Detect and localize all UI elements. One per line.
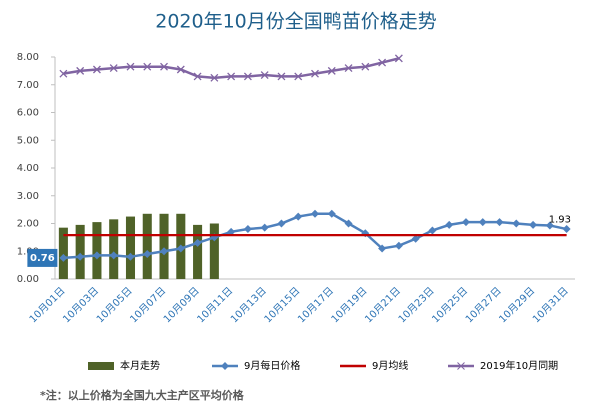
marker bbox=[394, 54, 403, 63]
marker bbox=[545, 221, 554, 230]
marker bbox=[92, 65, 101, 74]
bar bbox=[92, 222, 102, 279]
legend-label: 9月每日价格 bbox=[244, 359, 300, 372]
marker bbox=[176, 65, 185, 74]
marker bbox=[378, 244, 387, 253]
marker bbox=[243, 225, 252, 234]
bar bbox=[58, 227, 68, 279]
x-tick-label: 10月09日 bbox=[161, 285, 202, 326]
marker bbox=[92, 251, 101, 260]
marker bbox=[344, 64, 353, 73]
bar bbox=[193, 224, 203, 279]
x-tick-label: 10月25日 bbox=[430, 285, 471, 326]
marker bbox=[59, 253, 68, 262]
marker bbox=[327, 209, 336, 218]
marker bbox=[361, 62, 370, 71]
x-tick-label: 10月03日 bbox=[61, 285, 102, 326]
marker bbox=[143, 250, 152, 259]
marker bbox=[193, 238, 202, 247]
marker bbox=[495, 218, 504, 227]
x-tick-label: 10月19日 bbox=[329, 285, 370, 326]
bar bbox=[142, 213, 152, 279]
legend-label: 2019年10月同期 bbox=[480, 359, 558, 372]
chart-title: 2020年10月份全国鸭苗价格走势 bbox=[155, 11, 437, 33]
marker bbox=[294, 212, 303, 221]
y-tick-label: 0.00 bbox=[17, 274, 39, 285]
marker bbox=[109, 251, 118, 260]
marker bbox=[411, 234, 420, 243]
marker bbox=[428, 226, 437, 235]
marker bbox=[243, 72, 252, 81]
marker bbox=[176, 244, 185, 253]
marker bbox=[327, 66, 336, 75]
marker bbox=[109, 64, 118, 73]
bar bbox=[109, 219, 119, 279]
marker bbox=[311, 69, 319, 78]
y-tick-label: 4.00 bbox=[17, 163, 39, 174]
marker bbox=[277, 219, 286, 228]
legend-label: 9月均线 bbox=[372, 359, 408, 372]
marker bbox=[529, 220, 538, 229]
marker bbox=[260, 71, 269, 79]
legend-marker bbox=[457, 362, 465, 370]
marker bbox=[193, 72, 202, 81]
bar bbox=[159, 213, 169, 279]
marker bbox=[227, 72, 236, 81]
legend-marker bbox=[221, 362, 229, 370]
data-label-box bbox=[27, 248, 58, 267]
x-tick-label: 10月15日 bbox=[262, 285, 303, 326]
y-tick-label: 7.00 bbox=[17, 80, 39, 91]
marker bbox=[160, 62, 168, 71]
marker bbox=[378, 58, 387, 67]
x-tick-label: 10月17日 bbox=[295, 285, 336, 326]
marker bbox=[344, 219, 353, 228]
marker bbox=[76, 66, 85, 75]
x-tick-label: 10月23日 bbox=[396, 285, 437, 326]
x-tick-label: 10月31日 bbox=[530, 285, 571, 326]
marker bbox=[59, 69, 68, 78]
x-tick-label: 10月07日 bbox=[128, 285, 169, 326]
marker bbox=[512, 219, 521, 228]
marker bbox=[160, 247, 169, 256]
y-tick-label: 5.00 bbox=[17, 135, 39, 146]
x-tick-label: 10月11日 bbox=[195, 285, 236, 326]
marker bbox=[76, 252, 85, 261]
x-tick-label: 10月29日 bbox=[497, 285, 538, 326]
marker bbox=[227, 227, 236, 236]
x-tick-label: 10月01日 bbox=[27, 285, 68, 326]
y-tick-label: 3.00 bbox=[17, 191, 39, 202]
legend-swatch bbox=[88, 362, 114, 370]
marker bbox=[311, 209, 319, 218]
bar bbox=[125, 216, 136, 279]
marker bbox=[126, 252, 135, 261]
x-tick-label: 10月13日 bbox=[228, 285, 269, 326]
y-tick-label: 2.00 bbox=[17, 219, 39, 230]
x-tick-label: 10月05日 bbox=[94, 285, 135, 326]
marker bbox=[143, 62, 152, 71]
marker bbox=[210, 73, 219, 82]
x-tick-label: 10月27日 bbox=[463, 285, 504, 326]
bar bbox=[75, 224, 85, 279]
note: *注：以上价格为全国九大主产区平均价格 bbox=[40, 388, 245, 402]
marker bbox=[394, 241, 403, 250]
marker bbox=[294, 72, 303, 81]
data-label: 1.93 bbox=[549, 214, 571, 225]
marker bbox=[277, 72, 286, 81]
x-tick-label: 10月21日 bbox=[362, 285, 403, 326]
bar bbox=[209, 223, 219, 279]
data-label: 0.76 bbox=[30, 253, 55, 264]
y-tick-label: 8.00 bbox=[17, 52, 39, 63]
legend-label: 本月走势 bbox=[120, 359, 160, 372]
y-tick-label: 6.00 bbox=[17, 108, 39, 119]
marker bbox=[126, 62, 135, 71]
marker bbox=[260, 223, 269, 232]
marker bbox=[445, 220, 454, 229]
marker bbox=[478, 218, 487, 227]
marker bbox=[461, 218, 470, 227]
marker bbox=[562, 225, 571, 234]
